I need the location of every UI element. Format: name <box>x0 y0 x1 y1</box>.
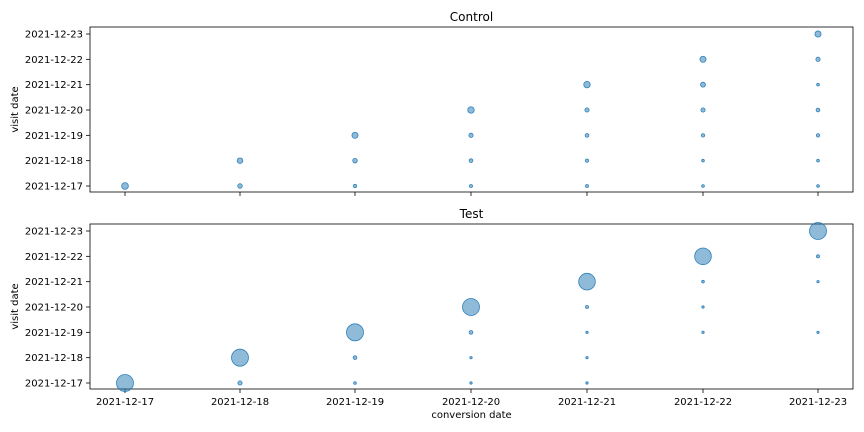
scatter-point <box>700 107 706 113</box>
scatter-point <box>700 81 706 88</box>
x-tick-label: 2021-12-19 <box>326 397 384 408</box>
scatter-point <box>816 330 820 334</box>
y-tick-label: 2021-12-18 <box>25 156 83 167</box>
scatter-point <box>585 381 589 385</box>
scatter-point <box>809 222 827 240</box>
y-tick-label: 2021-12-19 <box>25 131 83 142</box>
chart-title: Test <box>459 207 484 221</box>
y-tick-label: 2021-12-20 <box>25 106 83 117</box>
scatter-point <box>237 183 243 189</box>
y-axis-label: visit date <box>10 86 21 132</box>
y-tick-label: 2021-12-23 <box>25 227 83 238</box>
scatter-point <box>237 380 243 386</box>
axes-frame <box>89 223 854 390</box>
x-tick-label: 2021-12-20 <box>442 397 500 408</box>
x-tick-label: 2021-12-17 <box>96 397 154 408</box>
scatter-point <box>815 107 821 113</box>
y-tick-label: 2021-12-22 <box>25 55 83 66</box>
scatter-point <box>585 184 589 188</box>
y-tick-label: 2021-12-17 <box>25 379 83 390</box>
x-tick-label: 2021-12-23 <box>789 397 847 408</box>
scatter-point <box>352 355 358 360</box>
scatter-point <box>469 356 473 360</box>
y-tick-label: 2021-12-21 <box>25 80 83 91</box>
chart-title: Control <box>450 10 493 24</box>
scatter-point <box>814 30 822 38</box>
scatter-point <box>584 158 590 163</box>
scatter-point <box>585 330 589 334</box>
y-tick-label: 2021-12-21 <box>25 277 83 288</box>
x-tick-label: 2021-12-18 <box>211 397 269 408</box>
y-axis-label: visit date <box>10 283 21 329</box>
scatter-point <box>701 184 705 188</box>
scatter-point <box>816 184 820 188</box>
scatter-point <box>121 182 129 190</box>
scatter-point <box>469 184 473 188</box>
test-panel: Test 2021-12-17 2021-12-18 2021-12-19 2021-1… <box>10 207 854 421</box>
scatter-point <box>353 381 357 385</box>
scatter-point <box>585 356 589 360</box>
scatter-point <box>468 132 474 138</box>
x-axis-label: conversion date <box>431 410 511 421</box>
scatter-point <box>462 298 480 316</box>
scatter-point <box>584 107 590 113</box>
scatter-point <box>116 374 134 392</box>
scatter-point <box>346 323 364 342</box>
scatter-point <box>701 330 705 334</box>
scatter-point <box>352 183 358 189</box>
scatter-point <box>468 330 474 335</box>
scatter-point <box>585 305 589 309</box>
scatter-point <box>236 157 244 164</box>
scatter-point <box>816 82 820 87</box>
scatter-point <box>816 280 820 284</box>
y-tick-label: 2021-12-18 <box>25 353 83 364</box>
scatter-point <box>699 55 707 63</box>
scatter-point <box>351 131 359 139</box>
x-tick-label: 2021-12-22 <box>674 397 732 408</box>
axes-frame <box>89 26 854 193</box>
scatter-point <box>583 81 591 89</box>
scatter-point <box>701 158 705 163</box>
scatter-point <box>468 158 474 163</box>
scatter-point <box>816 158 820 163</box>
y-tick-label: 2021-12-17 <box>25 182 83 193</box>
scatter-point <box>816 254 820 259</box>
scatter-point <box>584 133 590 138</box>
scatter-point <box>815 133 821 138</box>
y-tick-label: 2021-12-22 <box>25 252 83 263</box>
scatter-point <box>352 157 358 164</box>
scatter-point <box>469 381 473 385</box>
x-tick-label: 2021-12-21 <box>558 397 616 408</box>
scatter-point <box>701 305 705 309</box>
y-tick-label: 2021-12-20 <box>25 303 83 314</box>
scatter-point <box>694 247 712 266</box>
y-tick-label: 2021-12-23 <box>25 30 83 41</box>
scatter-point <box>467 106 475 114</box>
control-panel: Control 2021-12-17 2021-12-18 2021-12-19 202… <box>10 10 854 196</box>
y-tick-label: 2021-12-19 <box>25 328 83 339</box>
scatter-point <box>701 279 705 284</box>
scatter-point <box>815 56 821 62</box>
scatter-point <box>578 272 596 291</box>
scatter-point <box>700 133 706 138</box>
scatter-point <box>231 348 249 367</box>
